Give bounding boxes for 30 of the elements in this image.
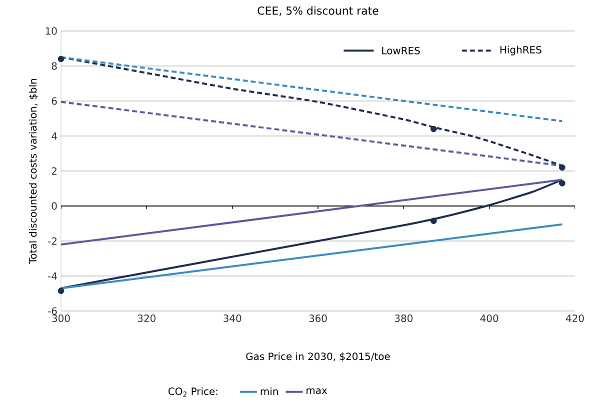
y-tick-label: 10 (46, 27, 57, 35)
x-tick-label: 360 (309, 314, 327, 322)
y-tick-label: 2 (52, 167, 56, 175)
x-tick-label: 420 (566, 314, 584, 322)
legend-label: min (260, 387, 278, 395)
point (58, 288, 64, 294)
point (558, 164, 566, 171)
point (58, 56, 64, 62)
chart-title: CEE, 5% discount rate (258, 6, 378, 16)
y-tick-label: 6 (52, 97, 57, 105)
legend-label: LowRES (382, 46, 420, 54)
y-axis-title: Total discounted costs variation, $bln (28, 79, 38, 264)
y-tick-label: 0 (52, 202, 57, 210)
x-tick-label: 300 (52, 314, 70, 322)
point (558, 180, 566, 186)
y-tick-label: 4 (52, 132, 57, 140)
legend-label: HighRES (500, 46, 542, 56)
y-tick-label: -6 (48, 307, 57, 315)
point (430, 218, 437, 224)
legend-label: max (306, 388, 328, 394)
x-tick-label: 320 (138, 314, 156, 322)
x-axis-title: Gas Price in 2030, $2015/toe (246, 352, 390, 362)
x-tick-label: 340 (224, 314, 242, 322)
x-tick-label: 400 (480, 314, 498, 322)
legend-title: CO$_{2}$ Price: (168, 387, 218, 397)
y-tick-label: -4 (48, 272, 57, 280)
x-tick-label: 380 (394, 314, 413, 322)
y-tick-label: 8 (52, 62, 57, 70)
point (430, 126, 437, 132)
y-tick-label: -2 (48, 237, 56, 245)
